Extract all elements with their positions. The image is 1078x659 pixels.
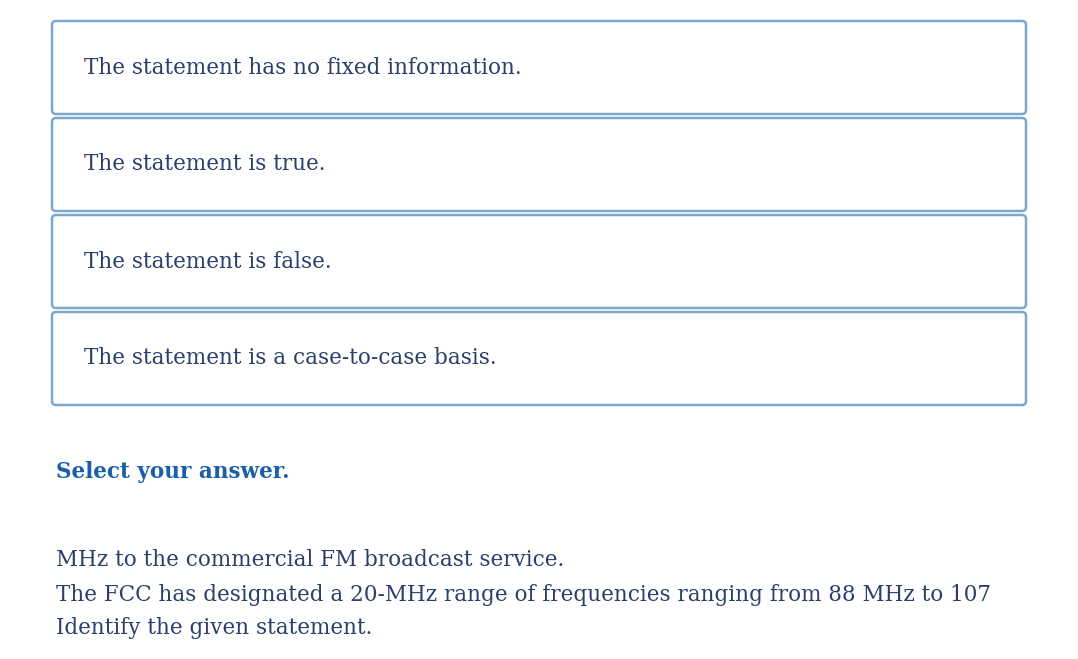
Text: The statement is true.: The statement is true.: [84, 154, 326, 175]
Text: Select your answer.: Select your answer.: [56, 461, 290, 483]
Text: The statement is false.: The statement is false.: [84, 250, 332, 273]
FancyBboxPatch shape: [52, 215, 1026, 308]
FancyBboxPatch shape: [52, 312, 1026, 405]
Text: The statement has no fixed information.: The statement has no fixed information.: [84, 57, 522, 78]
Text: MHz to the commercial FM broadcast service.: MHz to the commercial FM broadcast servi…: [56, 549, 564, 571]
Text: Identify the given statement.: Identify the given statement.: [56, 617, 372, 639]
Text: The FCC has designated a 20-MHz range of frequencies ranging from 88 MHz to 107: The FCC has designated a 20-MHz range of…: [56, 584, 991, 606]
Text: The statement is a case-to-case basis.: The statement is a case-to-case basis.: [84, 347, 497, 370]
FancyBboxPatch shape: [52, 21, 1026, 114]
FancyBboxPatch shape: [52, 118, 1026, 211]
